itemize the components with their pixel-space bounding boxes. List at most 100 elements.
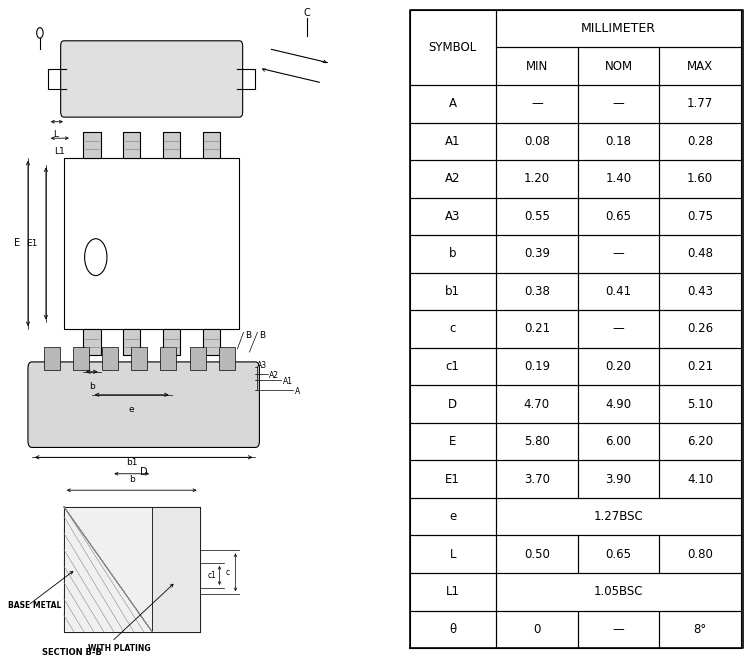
Text: A3: A3 <box>257 361 268 370</box>
Text: 0.65: 0.65 <box>606 547 631 561</box>
Text: b: b <box>89 382 95 391</box>
Text: SYMBOL: SYMBOL <box>429 41 477 54</box>
Text: E: E <box>14 238 20 249</box>
Text: 1.40: 1.40 <box>606 172 632 186</box>
Bar <box>123 329 140 355</box>
Text: 0.19: 0.19 <box>524 360 550 373</box>
Text: L: L <box>54 130 58 139</box>
Text: —: — <box>612 322 624 336</box>
Text: A1: A1 <box>283 377 293 386</box>
Text: L: L <box>450 547 456 561</box>
Text: b: b <box>129 474 134 484</box>
Text: —: — <box>531 97 543 111</box>
Text: c: c <box>450 322 456 336</box>
Bar <box>64 158 239 329</box>
Text: A2: A2 <box>445 172 460 186</box>
Bar <box>64 507 152 632</box>
Bar <box>219 347 235 370</box>
Bar <box>163 329 181 355</box>
Bar <box>203 132 220 158</box>
Bar <box>73 347 89 370</box>
Bar <box>203 329 220 355</box>
Text: 1.77: 1.77 <box>687 97 713 111</box>
Text: b1: b1 <box>445 285 460 298</box>
Text: 0.21: 0.21 <box>524 322 550 336</box>
Text: 0.75: 0.75 <box>687 210 713 223</box>
Text: 0.39: 0.39 <box>524 247 550 261</box>
Text: 0.21: 0.21 <box>687 360 713 373</box>
Text: c1: c1 <box>207 571 216 580</box>
Text: C: C <box>304 8 310 18</box>
FancyBboxPatch shape <box>28 362 260 447</box>
Text: 4.70: 4.70 <box>524 397 550 411</box>
Bar <box>83 132 101 158</box>
Text: A3: A3 <box>445 210 460 223</box>
Text: WITH PLATING: WITH PLATING <box>88 644 151 653</box>
Text: 0.18: 0.18 <box>606 135 631 148</box>
Text: —: — <box>612 97 624 111</box>
Bar <box>102 347 118 370</box>
Text: 0.80: 0.80 <box>687 547 713 561</box>
Text: E: E <box>449 435 457 448</box>
Text: 6.00: 6.00 <box>606 435 631 448</box>
Text: c: c <box>225 568 230 577</box>
Text: 5.80: 5.80 <box>524 435 550 448</box>
Text: MILLIMETER: MILLIMETER <box>581 22 656 35</box>
Text: b: b <box>449 247 457 261</box>
Text: 1.05BSC: 1.05BSC <box>594 586 643 598</box>
Text: A2: A2 <box>269 370 280 380</box>
Text: 0.28: 0.28 <box>687 135 713 148</box>
Bar <box>123 132 140 158</box>
Bar <box>160 347 176 370</box>
Text: 0: 0 <box>533 623 541 636</box>
Bar <box>83 329 101 355</box>
Text: 0.38: 0.38 <box>524 285 550 298</box>
Bar <box>64 507 200 632</box>
Text: SECTION B-B: SECTION B-B <box>42 647 101 657</box>
Text: L1: L1 <box>54 147 65 156</box>
Text: e: e <box>449 510 457 523</box>
Text: 1.60: 1.60 <box>687 172 713 186</box>
Text: θ: θ <box>449 623 457 636</box>
Text: B: B <box>245 331 251 340</box>
Text: 5.10: 5.10 <box>687 397 713 411</box>
Text: 0.43: 0.43 <box>687 285 713 298</box>
Text: 0.50: 0.50 <box>524 547 550 561</box>
Text: 1.27BSC: 1.27BSC <box>594 510 643 523</box>
Text: 6.20: 6.20 <box>687 435 713 448</box>
Text: 0.41: 0.41 <box>606 285 632 298</box>
Text: 3.90: 3.90 <box>606 472 631 486</box>
Text: A: A <box>295 387 301 396</box>
Text: BASE METAL: BASE METAL <box>8 601 61 610</box>
Bar <box>44 347 60 370</box>
Text: E1: E1 <box>445 472 460 486</box>
Bar <box>163 132 181 158</box>
Text: e: e <box>129 405 134 414</box>
Text: E1: E1 <box>27 239 38 248</box>
Text: 0.26: 0.26 <box>687 322 713 336</box>
Text: 0.55: 0.55 <box>524 210 550 223</box>
Text: MAX: MAX <box>687 60 713 72</box>
Bar <box>152 507 200 632</box>
Text: 4.10: 4.10 <box>687 472 713 486</box>
Text: A: A <box>449 97 457 111</box>
Bar <box>131 347 147 370</box>
Text: c1: c1 <box>446 360 460 373</box>
Text: D: D <box>140 467 148 477</box>
FancyBboxPatch shape <box>60 41 242 117</box>
Text: —: — <box>612 623 624 636</box>
Text: 0.20: 0.20 <box>606 360 631 373</box>
Bar <box>189 347 206 370</box>
Text: MIN: MIN <box>526 60 548 72</box>
Text: B: B <box>260 331 266 340</box>
Text: 1.20: 1.20 <box>524 172 550 186</box>
Text: 0.48: 0.48 <box>687 247 713 261</box>
Text: D: D <box>448 397 457 411</box>
Text: 3.70: 3.70 <box>524 472 550 486</box>
Text: A1: A1 <box>445 135 460 148</box>
Text: 8°: 8° <box>694 623 706 636</box>
Text: 0.08: 0.08 <box>524 135 550 148</box>
Text: NOM: NOM <box>604 60 633 72</box>
Text: 4.90: 4.90 <box>606 397 632 411</box>
Text: 0.65: 0.65 <box>606 210 631 223</box>
